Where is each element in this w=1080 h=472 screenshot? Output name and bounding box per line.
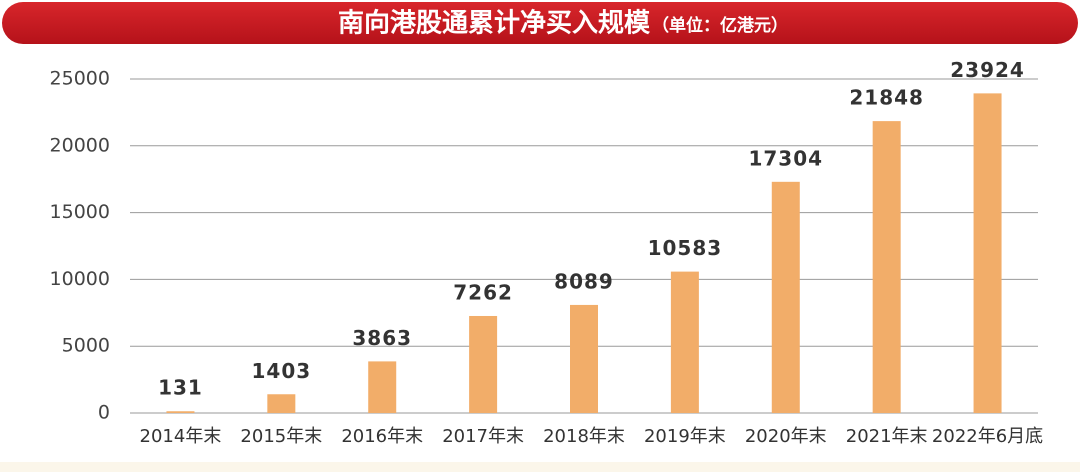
x-tick-label: 2014年末	[140, 426, 222, 447]
x-tick-label: 2017年末	[442, 426, 524, 447]
x-tick-label: 2016年末	[341, 426, 423, 447]
title-banner	[2, 2, 1078, 44]
bar	[771, 181, 800, 413]
x-tick-label: 2021年末	[846, 426, 928, 447]
bar	[872, 121, 901, 413]
y-tick-label: 10000	[50, 268, 110, 290]
footer-strip	[0, 462, 1080, 472]
value-label: 131	[158, 376, 203, 400]
y-tick-label: 0	[98, 402, 110, 424]
y-tick-label: 5000	[62, 335, 110, 357]
value-label: 17304	[748, 146, 823, 170]
y-tick-label: 20000	[50, 134, 110, 156]
value-label: 10583	[648, 236, 723, 260]
bar	[166, 411, 195, 413]
y-tick-label: 15000	[50, 201, 110, 223]
value-label: 1403	[251, 359, 311, 383]
bar	[267, 394, 296, 413]
value-label: 3863	[352, 326, 412, 350]
x-tick-label: 2022年6月底	[932, 426, 1043, 447]
bar	[670, 271, 699, 413]
bar	[570, 304, 598, 413]
value-label: 8089	[554, 269, 614, 293]
x-tick-label: 2020年末	[745, 426, 827, 447]
x-tick-label: 2019年末	[644, 426, 726, 447]
value-label: 7262	[453, 280, 513, 304]
x-tick-label: 2015年末	[240, 426, 322, 447]
value-label: 23924	[950, 58, 1025, 82]
bar	[469, 315, 498, 413]
chart-title: 南向港股通累计净买入规模	[338, 8, 651, 39]
y-tick-label: 25000	[50, 68, 110, 90]
bar	[368, 361, 397, 413]
value-label: 21848	[849, 86, 924, 110]
x-tick-label: 2018年末	[543, 426, 625, 447]
chart-subtitle: （单位：亿港元）	[652, 15, 788, 36]
bar	[973, 93, 1002, 413]
